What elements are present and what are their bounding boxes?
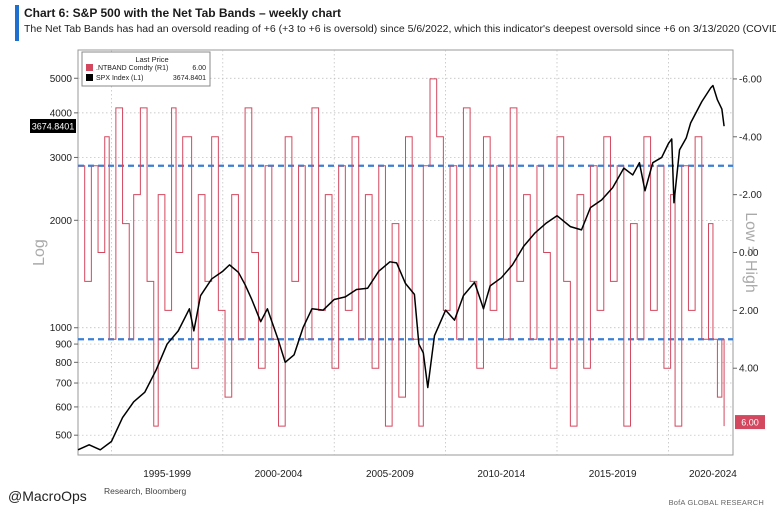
- gridlines: [77, 49, 734, 456]
- left-tick-label: 700: [55, 379, 72, 390]
- chart-subtitle: The Net Tab Bands has had an oversold re…: [24, 23, 776, 35]
- right-tick-label: -4.00: [739, 132, 762, 143]
- right-tick-label: 0.00: [739, 248, 759, 259]
- ntband-line: [78, 78, 725, 427]
- x-tick-label: 2020-2024: [689, 469, 737, 480]
- left-tick-label: 2000: [50, 216, 73, 227]
- source-note: Research, Bloomberg: [104, 486, 187, 496]
- left-tick-label: 500: [55, 431, 72, 442]
- right-current-value-label: 6.00: [741, 418, 759, 428]
- left-tick-label: 5000: [50, 74, 73, 85]
- x-tick-label: 2000-2004: [255, 469, 303, 480]
- right-axis-label: Low = High: [742, 212, 759, 293]
- publisher-credit: BofA GLOBAL RESEARCH: [668, 498, 764, 507]
- left-tick-label: 900: [55, 340, 72, 351]
- legend-swatch: [86, 74, 93, 81]
- x-tick-label: 1995-1999: [143, 469, 191, 480]
- right-tick-label: 4.00: [739, 364, 759, 375]
- title-accent-bar: [15, 5, 19, 41]
- left-tick-label: 800: [55, 358, 72, 369]
- left-tick-label: 4000: [50, 108, 73, 119]
- legend-box: [81, 51, 211, 87]
- left-axis-label: Log: [31, 239, 48, 266]
- ntband-series: [78, 78, 725, 427]
- x-tick-label: 2005-2009: [366, 469, 414, 480]
- left-current-value-tag: [30, 118, 76, 133]
- right-current-value-tag: [735, 415, 765, 430]
- left-tick-label: 1000: [50, 323, 73, 334]
- left-tick-label: 3000: [50, 153, 73, 164]
- x-tick-label: 2010-2014: [477, 469, 525, 480]
- spx-line: [77, 84, 725, 451]
- legend-label: .NTBAND Comdty (R1): [96, 65, 168, 72]
- legend-value: 6.00: [192, 65, 206, 72]
- legend-swatch: [86, 64, 93, 71]
- x-tick-label: 2015-2019: [589, 469, 637, 480]
- legend-value: 3674.8401: [173, 75, 206, 82]
- right-tick-label: 2.00: [739, 306, 759, 317]
- left-tick-label: 600: [55, 402, 72, 413]
- legend-header: Last Price: [135, 55, 168, 64]
- right-tick-label: -2.00: [739, 190, 762, 201]
- legend-label: SPX Index (L1): [96, 75, 143, 82]
- left-current-value-label: 3674.8401: [32, 121, 75, 131]
- spx-series: [77, 84, 725, 451]
- axes: 500 600 700 800 900 1000 2000 3000 4000 5000 -6.00…: [30, 74, 765, 480]
- legend: Last Price.NTBAND Comdty (R1) 6.00 SPX Ind…: [81, 51, 211, 87]
- right-tick-label: -6.00: [739, 74, 762, 85]
- chart-title: Chart 6: S&P 500 with the Net Tab Bands …: [24, 6, 341, 20]
- author-handle: @MacroOps: [8, 488, 87, 504]
